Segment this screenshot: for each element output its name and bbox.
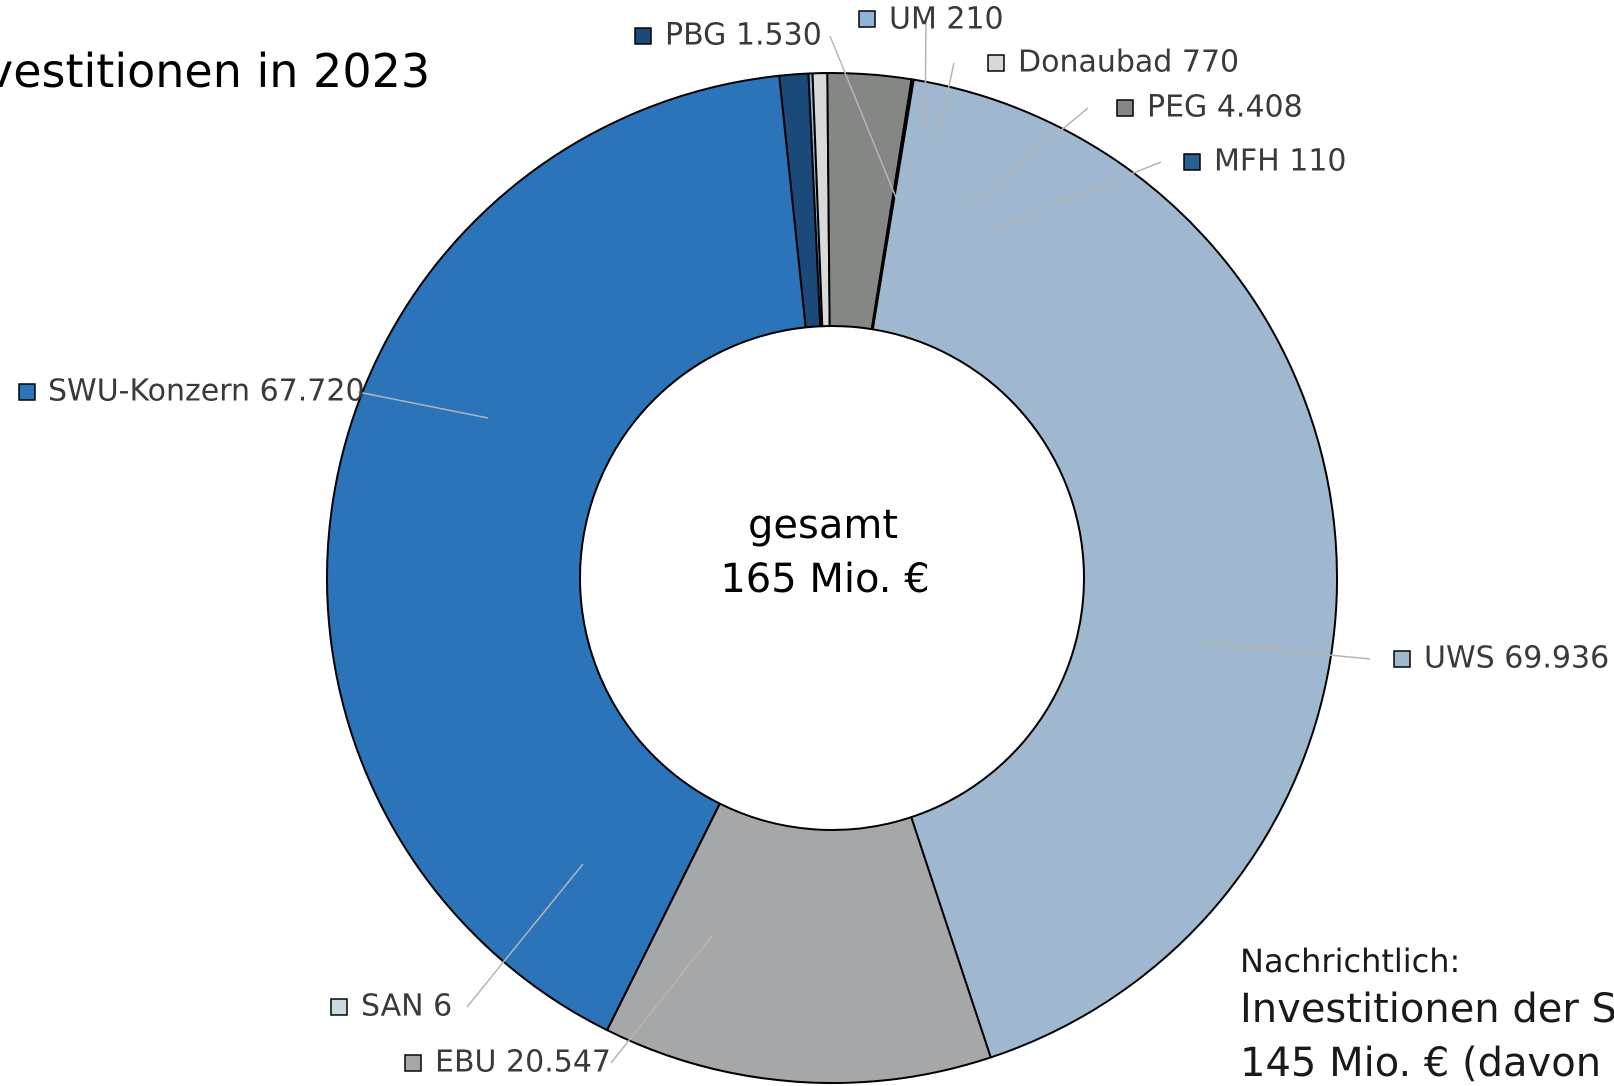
- slice-label-6: EBU 20.547: [435, 1045, 611, 1080]
- leader-line-1: [924, 19, 927, 136]
- legend-swatch-4: [1183, 153, 1201, 171]
- note-line-1: Investitionen der Sta: [1240, 986, 1614, 1032]
- legend-swatch-2: [987, 54, 1005, 72]
- legend-swatch-6: [404, 1054, 422, 1072]
- slice-5: [871, 78, 1339, 1059]
- legend-swatch-8: [18, 383, 36, 401]
- leader-line-6: [610, 935, 713, 1064]
- slice-label-7: SAN 6: [361, 989, 452, 1024]
- slice-label-3: PEG 4.408: [1147, 90, 1303, 125]
- leader-line-4: [985, 161, 1162, 233]
- legend-swatch-3: [1116, 99, 1134, 117]
- center-label-total: gesamt: [748, 502, 898, 548]
- donut-slices: [326, 72, 1339, 1084]
- slice-label-0: PBG 1.530: [665, 18, 822, 53]
- chart-title: vestitionen in 2023: [0, 44, 431, 98]
- leader-line-2: [936, 62, 955, 141]
- leader-line-3: [954, 107, 1089, 219]
- leader-line-0: [829, 35, 900, 206]
- note-line-2: 145 Mio. € (davon 9: [1240, 1040, 1614, 1086]
- legend-swatch-1: [858, 10, 876, 28]
- slice-label-1: UM 210: [889, 2, 1004, 37]
- leader-line-8: [357, 391, 489, 419]
- legend-swatch-5: [1393, 650, 1411, 668]
- slice-6: [606, 802, 992, 1084]
- note-heading: Nachrichtlich:: [1240, 942, 1461, 980]
- leader-lines: [357, 19, 1371, 1064]
- slice-label-2: Donaubad 770: [1018, 45, 1239, 80]
- legend-swatch-0: [634, 27, 652, 45]
- slice-label-8: SWU-Konzern 67.720: [48, 374, 365, 409]
- leader-line-7: [466, 863, 584, 1008]
- leader-line-5: [1204, 642, 1371, 660]
- legend-swatch-7: [330, 998, 348, 1016]
- slice-8: [326, 74, 807, 1032]
- center-label-amount: 165 Mio. €: [720, 556, 930, 602]
- slice-labels: PBG 1.530 UM 210 Donaubad 770 PEG 4.408 MFH …: [18, 2, 1609, 1080]
- slice-label-4: MFH 110: [1214, 144, 1347, 179]
- slice-label-5: UWS 69.936: [1424, 641, 1609, 676]
